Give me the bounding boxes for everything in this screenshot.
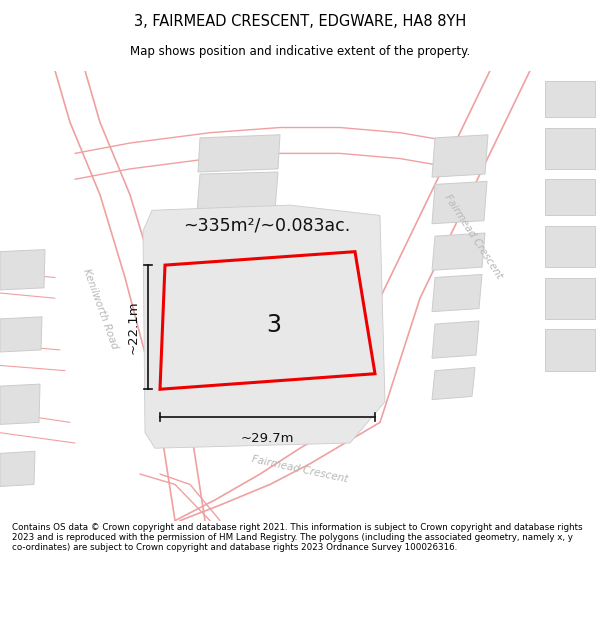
Text: Map shows position and indicative extent of the property.: Map shows position and indicative extent… [130, 46, 470, 59]
Polygon shape [0, 451, 35, 486]
Polygon shape [432, 274, 482, 312]
Text: 3: 3 [266, 313, 281, 337]
Polygon shape [545, 127, 595, 169]
Polygon shape [545, 278, 595, 319]
Polygon shape [545, 226, 595, 267]
Polygon shape [432, 135, 488, 177]
Text: Fairmead Crescent: Fairmead Crescent [251, 454, 349, 484]
Polygon shape [545, 329, 595, 371]
Polygon shape [0, 249, 45, 290]
Text: Kenilworth Road: Kenilworth Road [81, 267, 119, 350]
Text: ~335m²/~0.083ac.: ~335m²/~0.083ac. [183, 217, 350, 235]
Polygon shape [0, 384, 40, 424]
Polygon shape [198, 135, 280, 172]
Text: Contains OS data © Crown copyright and database right 2021. This information is : Contains OS data © Crown copyright and d… [12, 522, 583, 552]
Polygon shape [432, 321, 479, 358]
Polygon shape [545, 81, 595, 117]
Polygon shape [197, 172, 278, 212]
Text: ~29.7m: ~29.7m [241, 432, 294, 444]
Polygon shape [143, 205, 385, 448]
Text: 3, FAIRMEAD CRESCENT, EDGWARE, HA8 8YH: 3, FAIRMEAD CRESCENT, EDGWARE, HA8 8YH [134, 14, 466, 29]
Polygon shape [432, 368, 475, 399]
Polygon shape [432, 233, 485, 270]
Text: ~22.1m: ~22.1m [127, 301, 140, 354]
Polygon shape [432, 181, 487, 224]
Text: Fairmead Crescent: Fairmead Crescent [442, 192, 504, 280]
Polygon shape [160, 252, 375, 389]
Polygon shape [0, 317, 42, 352]
Polygon shape [545, 179, 595, 216]
